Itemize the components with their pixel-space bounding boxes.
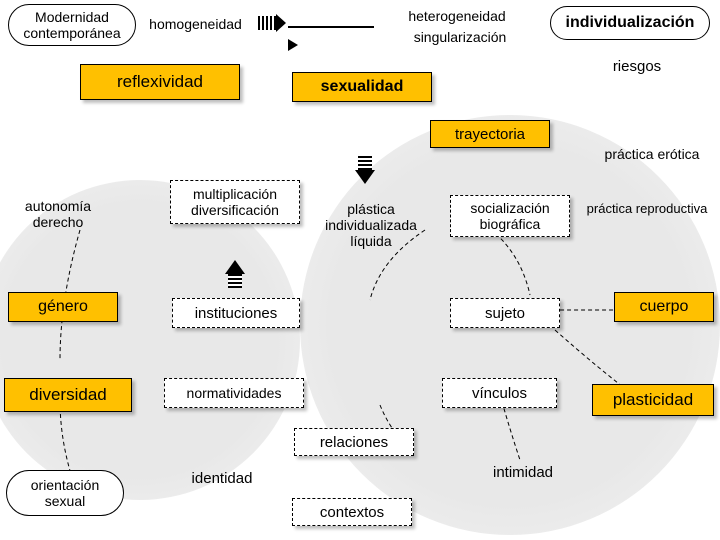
relaciones-node: relaciones (294, 428, 414, 456)
plastica-l: plástica (347, 201, 394, 217)
sujeto-node: sujeto (450, 298, 560, 328)
modernidad-l2: contemporánea (23, 25, 120, 41)
orient-l: orientación (31, 477, 100, 493)
autonomia-l: autonomía (25, 198, 91, 214)
arrow-homo-to-hetero (258, 14, 286, 32)
normatividades-node: normatividades (164, 378, 304, 408)
contextos-node: contextos (292, 498, 412, 526)
soc-l: socialización (470, 200, 549, 216)
heterogeneidad-label: heterogeneidad (392, 6, 522, 26)
bio-l: biográfica (480, 216, 541, 232)
homogeneidad-label: homogeneidad (138, 14, 253, 34)
div-l: diversificación (191, 202, 279, 218)
reflexividad-node: reflexividad (80, 64, 240, 100)
mult-l: multiplicación (193, 186, 277, 202)
down-arrow-plastica (355, 170, 375, 184)
autonomia-derecho: autonomía derecho (8, 194, 108, 234)
practica-reproductiva-label: práctica reproductiva (574, 198, 720, 218)
orientacion-sexual-node: orientación sexual (6, 470, 124, 516)
sexual-l: sexual (45, 493, 85, 509)
individualizacion-node: individualización (550, 6, 710, 40)
instituciones-node: instituciones (172, 298, 300, 328)
identidad-label: identidad (172, 468, 272, 488)
up-arrow-instit (225, 260, 245, 274)
genero-node: género (8, 292, 118, 322)
singularizacion-label: singularización (400, 28, 520, 46)
indiv-l: individualizada (325, 217, 417, 233)
riesgos-label: riesgos (592, 56, 682, 76)
plasticidad-node: plasticidad (592, 384, 714, 416)
arrow-long-right (288, 18, 384, 22)
trayectoria-node: trayectoria (430, 120, 550, 148)
modernidad-node: Modernidad contemporánea (8, 4, 136, 46)
vinculos-node: vínculos (442, 378, 557, 408)
plastica-group: plástica individualizada líquida (306, 196, 436, 254)
multiplicacion-node: multiplicación diversificación (170, 180, 300, 224)
derecho-l: derecho (33, 214, 84, 230)
sexualidad-node: sexualidad (292, 72, 432, 102)
practica-erotica-label: práctica erótica (588, 145, 716, 163)
socializacion-node: socialización biográfica (450, 195, 570, 237)
intimidad-label: intimidad (468, 462, 578, 482)
cuerpo-node: cuerpo (614, 292, 714, 322)
modernidad-l1: Modernidad (35, 9, 109, 25)
diversidad-node: diversidad (4, 378, 132, 412)
liquida-l: líquida (350, 233, 391, 249)
